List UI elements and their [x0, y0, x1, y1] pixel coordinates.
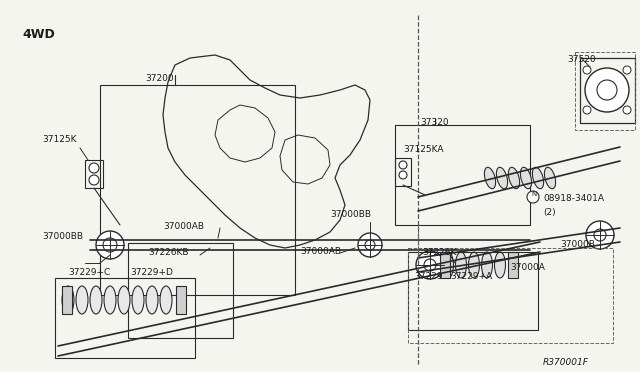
Ellipse shape: [532, 167, 543, 189]
Circle shape: [416, 251, 444, 279]
Ellipse shape: [456, 252, 467, 278]
Text: 37000AB: 37000AB: [163, 222, 204, 231]
Text: R370001F: R370001F: [543, 358, 589, 367]
Ellipse shape: [481, 252, 493, 278]
Text: N: N: [531, 191, 536, 197]
Text: 37229+C: 37229+C: [68, 268, 110, 277]
Circle shape: [623, 66, 631, 74]
Ellipse shape: [104, 286, 116, 314]
Circle shape: [594, 229, 606, 241]
Ellipse shape: [160, 286, 172, 314]
Text: 37229+D: 37229+D: [130, 268, 173, 277]
Circle shape: [585, 68, 629, 112]
Ellipse shape: [62, 286, 74, 314]
Bar: [100, 85, 295, 295]
Circle shape: [399, 161, 407, 169]
Text: (2): (2): [543, 208, 556, 217]
Circle shape: [96, 231, 124, 259]
Circle shape: [597, 80, 617, 100]
Text: 37200: 37200: [145, 74, 173, 83]
Text: 37229+A: 37229+A: [450, 272, 492, 281]
Circle shape: [89, 163, 99, 173]
Text: 37000AB: 37000AB: [300, 247, 341, 256]
Bar: [440, 252, 450, 278]
Text: 37000B: 37000B: [560, 240, 595, 249]
Circle shape: [399, 171, 407, 179]
Ellipse shape: [545, 167, 556, 189]
Circle shape: [358, 233, 382, 257]
Bar: [395, 158, 411, 186]
Ellipse shape: [146, 286, 158, 314]
Circle shape: [623, 106, 631, 114]
Ellipse shape: [520, 167, 532, 189]
Ellipse shape: [484, 167, 495, 189]
Bar: [85, 160, 103, 188]
Ellipse shape: [497, 167, 508, 189]
Text: 37320: 37320: [420, 118, 449, 127]
Bar: [575, 52, 635, 130]
Bar: [176, 286, 186, 314]
Bar: [395, 125, 530, 225]
Ellipse shape: [90, 286, 102, 314]
Circle shape: [103, 238, 117, 252]
Text: 37520: 37520: [567, 55, 596, 64]
Ellipse shape: [468, 252, 479, 278]
Bar: [62, 286, 72, 314]
Bar: [580, 58, 635, 123]
Text: 37000BB: 37000BB: [330, 210, 371, 219]
Ellipse shape: [442, 252, 454, 278]
Bar: [408, 252, 538, 330]
Circle shape: [586, 221, 614, 249]
Circle shape: [583, 66, 591, 74]
Circle shape: [527, 191, 539, 203]
Text: 37229: 37229: [414, 272, 442, 281]
Text: 37226K: 37226K: [422, 248, 456, 257]
Ellipse shape: [76, 286, 88, 314]
Text: 37125K: 37125K: [42, 135, 77, 144]
Ellipse shape: [132, 286, 144, 314]
Text: 37226KB: 37226KB: [148, 248, 189, 257]
Bar: [128, 243, 233, 338]
Text: 4WD: 4WD: [22, 28, 55, 41]
Bar: [408, 248, 613, 343]
Bar: [508, 252, 518, 278]
Text: 37125KA: 37125KA: [403, 145, 444, 154]
Text: 37000BB: 37000BB: [42, 232, 83, 241]
Ellipse shape: [118, 286, 130, 314]
Circle shape: [365, 240, 375, 250]
Circle shape: [424, 259, 436, 271]
Text: 37000A: 37000A: [510, 263, 545, 272]
Ellipse shape: [508, 167, 520, 189]
Bar: [55, 278, 195, 358]
Circle shape: [89, 175, 99, 185]
Text: 08918-3401A: 08918-3401A: [543, 194, 604, 203]
Circle shape: [583, 106, 591, 114]
Ellipse shape: [495, 252, 506, 278]
